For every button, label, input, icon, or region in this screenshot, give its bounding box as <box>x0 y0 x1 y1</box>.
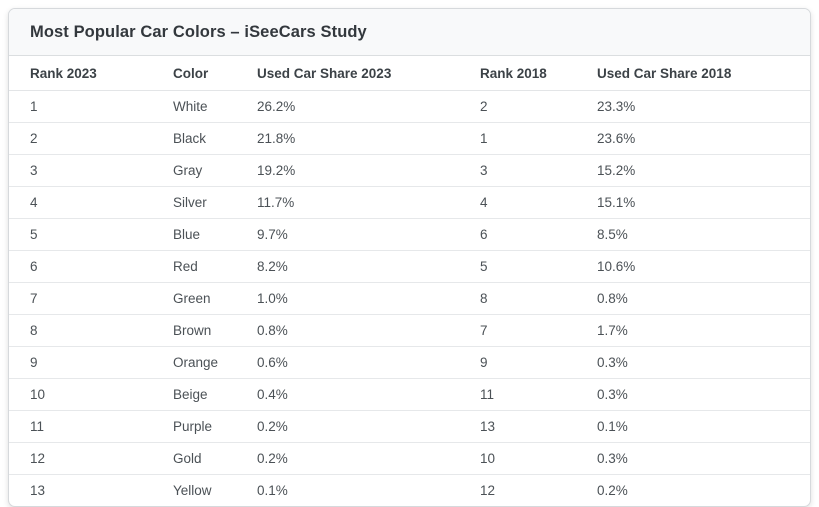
table-cell: 9 <box>459 346 576 379</box>
table-row: 2 Black 21.8% 1 23.6% <box>9 122 810 155</box>
table-cell: 1.0% <box>236 282 459 315</box>
table-cell: 9.7% <box>236 218 459 251</box>
table-cell: 1 <box>459 122 576 155</box>
table-cell: Green <box>152 282 236 315</box>
table-cell: 10 <box>459 442 576 475</box>
table-cell: 12 <box>9 442 152 475</box>
table-cell: Black <box>152 122 236 155</box>
table-body: 1 White 26.2% 2 23.3% 2 Black 21.8% 1 23.6% 3 Gray 1… <box>9 90 810 507</box>
table-row: 9 Orange 0.6% 9 0.3% <box>9 346 810 379</box>
table-cell: 2 <box>459 90 576 123</box>
table-cell: Beige <box>152 378 236 411</box>
table-row: 6 Red 8.2% 5 10.6% <box>9 250 810 283</box>
table-cell: 9 <box>9 346 152 379</box>
table-cell: 0.2% <box>597 483 628 498</box>
table-cell: Gold <box>152 442 236 475</box>
table-cell: 21.8% <box>236 122 459 155</box>
car-colors-table: Rank 2023 Color Used Car Share 2023 Rank 20… <box>9 56 810 506</box>
table-row: 12 Gold 0.2% 10 0.3% <box>9 442 810 475</box>
table-cell: Red <box>152 250 236 283</box>
table-cell: 10 <box>9 378 152 411</box>
table-cell: 0.2% <box>236 442 459 475</box>
table-cell: 15.2% <box>576 154 810 187</box>
table-cell: 8 <box>459 282 576 315</box>
table-cell: 7 <box>459 314 576 347</box>
table-cell: 19.2% <box>236 154 459 187</box>
table-cell: 6 <box>9 250 152 283</box>
table-cell: Brown <box>152 314 236 347</box>
table-cell: 0.2% <box>236 410 459 443</box>
table-row: 4 Silver 11.7% 4 15.1% <box>9 186 810 219</box>
table-cell: 3 <box>459 154 576 187</box>
column-header: Rank 2023 <box>9 56 152 91</box>
table-cell: 4 <box>9 186 152 219</box>
table-cell: 15.1% <box>576 186 810 219</box>
table-cell: 7 <box>9 282 152 315</box>
column-header: Rank 2018 <box>459 56 576 91</box>
table-cell: 4 <box>459 186 576 219</box>
table-cell: 11 <box>9 410 152 443</box>
table-cell: 1.7% <box>576 314 810 347</box>
table-row: 3 Gray 19.2% 3 15.2% <box>9 154 810 187</box>
table-cell: 0.8% <box>576 282 810 315</box>
table-cell: 10.6% <box>576 250 810 283</box>
table-cell: Purple <box>152 410 236 443</box>
table-cell: 11.7% <box>236 186 459 219</box>
table-cell: 3 <box>9 154 152 187</box>
table-cell: 8 <box>9 314 152 347</box>
table-cell: 6 <box>459 218 576 251</box>
table-cell: 0.1% <box>576 410 810 443</box>
table-cell: Silver <box>152 186 236 219</box>
table-row: 10 Beige 0.4% 11 0.3% <box>9 378 810 411</box>
table-row: 5 Blue 9.7% 6 8.5% <box>9 218 810 251</box>
table-cell: 8.2% <box>236 250 459 283</box>
table-cell: 12 <box>480 483 496 498</box>
table-cell: 26.2% <box>236 90 459 123</box>
table-cell: Orange <box>152 346 236 379</box>
table-cell: 2 <box>9 122 152 155</box>
table-row: 7 Green 1.0% 8 0.8% <box>9 282 810 315</box>
table-cell: 23.6% <box>576 122 810 155</box>
table-cell: 0.8% <box>236 314 459 347</box>
table-cell: 23.3% <box>576 90 810 123</box>
column-header: Color <box>152 56 236 91</box>
table-cell: White <box>152 90 236 123</box>
table-cell: 0.4% <box>236 378 459 411</box>
table-cell: 5 <box>9 218 152 251</box>
table-cell: 0.1% <box>257 483 288 498</box>
table-cell: 0.3% <box>576 442 810 475</box>
table-card-header: Most Popular Car Colors – iSeeCars Study <box>9 9 810 56</box>
table-cell: 13 <box>459 410 576 443</box>
table-row: 13 Yellow 0.1% 12 0.2% <box>9 475 810 507</box>
table-cell: 5 <box>459 250 576 283</box>
table-row: 8 Brown 0.8% 7 1.7% <box>9 314 810 347</box>
page-title: Most Popular Car Colors – iSeeCars Study <box>30 23 367 41</box>
table-cell: Gray <box>152 154 236 187</box>
table-header-row: Rank 2023 Color Used Car Share 2023 Rank 20… <box>9 56 810 91</box>
table-cell: 0.6% <box>236 346 459 379</box>
table-cell: 0.3% <box>576 346 810 379</box>
column-header: Used Car Share 2018 <box>576 56 810 91</box>
table-cell: 1 <box>9 90 152 123</box>
table-cell: Yellow <box>173 483 212 498</box>
table-card: Most Popular Car Colors – iSeeCars Study… <box>8 8 811 507</box>
table-cell: Blue <box>152 218 236 251</box>
table-cell: 13 <box>30 483 46 498</box>
table-row: 11 Purple 0.2% 13 0.1% <box>9 410 810 443</box>
column-header: Used Car Share 2023 <box>236 56 459 91</box>
table-cell: 11 <box>459 378 576 411</box>
table-cell: 0.3% <box>576 378 810 411</box>
table-cell: 8.5% <box>576 218 810 251</box>
table-row: 1 White 26.2% 2 23.3% <box>9 90 810 123</box>
